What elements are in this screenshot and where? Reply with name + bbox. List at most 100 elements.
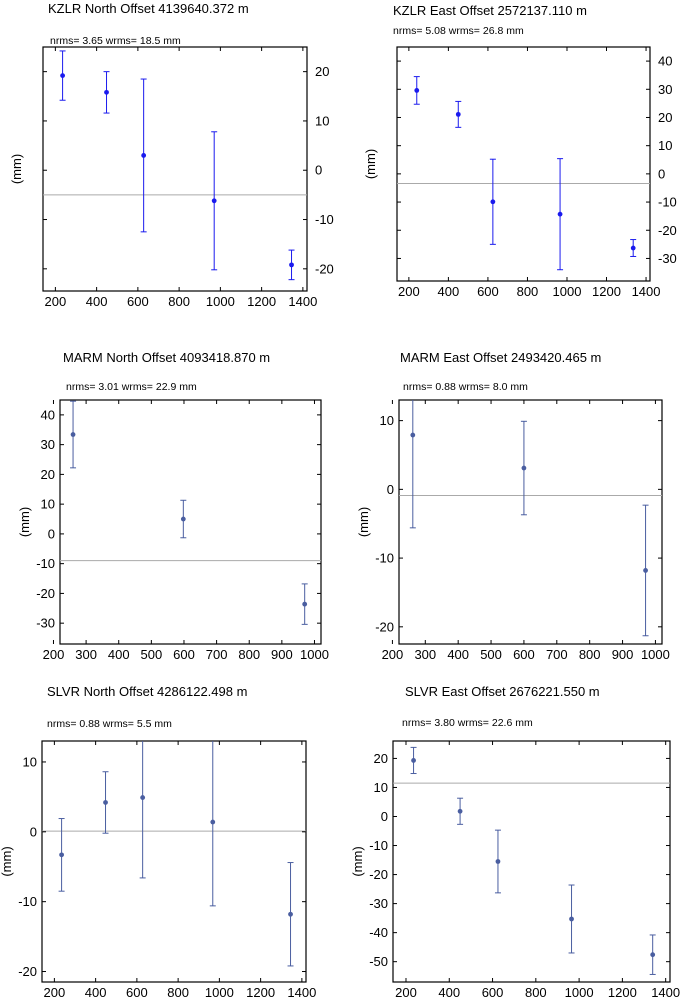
y-tick-label: -30: [658, 251, 677, 266]
x-tick-label: 900: [612, 647, 634, 662]
data-point: [103, 800, 108, 805]
x-tick-label: 600: [127, 294, 149, 309]
y-axis-label: (mm): [0, 846, 14, 876]
plot-frame: [396, 46, 651, 282]
x-tick-label: 400: [86, 294, 108, 309]
data-point-group: [180, 499, 187, 539]
y-tick-label: -20: [658, 223, 677, 238]
x-tick-label: 200: [44, 985, 66, 1000]
y-tick-label: 10: [23, 754, 37, 769]
x-tick-label: 600: [482, 985, 504, 1000]
data-point-group: [288, 249, 295, 281]
data-point-group: [102, 771, 109, 834]
data-point-group: [301, 583, 308, 625]
data-point-group: [630, 239, 637, 257]
x-tick-label: 200: [43, 647, 65, 662]
y-tick-label: 20: [374, 751, 388, 766]
y-tick-label: 0: [315, 163, 322, 178]
x-tick-label: 800: [167, 985, 189, 1000]
y-tick-label: -50: [369, 954, 388, 969]
x-tick-label: 1000: [641, 647, 670, 662]
y-tick-label: 10: [41, 497, 55, 512]
chart-title: KZLR East Offset 2572137.110 m: [393, 3, 587, 18]
x-tick-label: 800: [238, 647, 260, 662]
data-point: [211, 198, 217, 204]
plot-frame: [392, 740, 671, 983]
x-tick-label: 1200: [592, 284, 621, 299]
x-tick-label: 600: [173, 647, 195, 662]
data-point: [495, 859, 501, 864]
data-point: [180, 516, 186, 522]
data-point: [411, 758, 416, 763]
data-point: [650, 952, 656, 958]
y-tick-label: 0: [381, 809, 388, 824]
y-tick-label: 0: [48, 526, 55, 541]
x-tick-label: 500: [140, 647, 162, 662]
data-point: [288, 911, 293, 917]
y-tick-label: -20: [18, 964, 37, 979]
x-tick-label: 1000: [553, 284, 582, 299]
chart-stats: nrms= 0.88 wrms= 5.5 mm: [47, 718, 172, 730]
y-tick-label: 40: [658, 54, 672, 69]
data-point: [521, 465, 527, 471]
chart-panel-5: SLVR North Offset 4286122.498 m nrms= 0.8…: [0, 684, 316, 1000]
y-tick-label: 30: [658, 82, 672, 97]
chart-panel-4: MARM East Offset 2493420.465 m nrms= 0.88…: [356, 350, 670, 662]
data-point-group: [409, 400, 416, 529]
x-tick-label: 1200: [608, 985, 637, 1000]
x-tick-label: 400: [447, 647, 469, 662]
data-point-group: [489, 158, 496, 245]
y-tick-label: -20: [36, 586, 55, 601]
data-point: [140, 795, 146, 800]
x-tick-label: 600: [126, 985, 148, 1000]
y-tick-label: -10: [369, 838, 388, 853]
x-tick-label: 400: [438, 284, 460, 299]
y-tick-label: 0: [658, 166, 665, 181]
plot-frame: [59, 399, 322, 645]
plot-frame: [398, 399, 663, 645]
chart-stats: nrms= 5.08 wrms= 26.8 mm: [393, 25, 524, 37]
x-tick-label: 1000: [300, 647, 329, 662]
x-tick-label: 800: [168, 294, 190, 309]
data-point-group: [70, 400, 77, 469]
data-point: [557, 211, 563, 217]
chart-stats: nrms= 3.65 wrms= 18.5 mm: [50, 35, 181, 47]
y-tick-label: 10: [315, 113, 329, 128]
y-tick-label: 10: [374, 780, 388, 795]
chart-title: MARM North Offset 4093418.870 m: [63, 350, 270, 365]
y-tick-label: 0: [387, 482, 394, 497]
y-tick-label: -10: [375, 551, 394, 566]
chart-stats: nrms= 3.80 wrms= 22.6 mm: [402, 717, 533, 729]
x-tick-label: 200: [395, 985, 417, 1000]
x-tick-label: 400: [108, 647, 130, 662]
chart-title: KZLR North Offset 4139640.372 m: [48, 1, 249, 16]
data-point-group: [557, 158, 564, 271]
data-point-group: [568, 884, 575, 954]
x-tick-label: 700: [546, 647, 568, 662]
data-point-group: [520, 420, 527, 516]
x-tick-label: 200: [398, 284, 420, 299]
x-tick-label: 600: [513, 647, 535, 662]
y-tick-label: -20: [375, 619, 394, 634]
y-tick-label: -20: [369, 867, 388, 882]
data-point-group: [209, 741, 216, 907]
x-tick-label: 800: [525, 985, 547, 1000]
data-point: [210, 819, 216, 825]
y-tick-label: 30: [41, 437, 55, 452]
data-point: [455, 111, 461, 117]
data-point-group: [139, 741, 146, 879]
chart-panel-3: MARM North Offset 4093418.870 m nrms= 3.0…: [17, 350, 329, 662]
y-tick-label: -40: [369, 925, 388, 940]
y-tick-label: -30: [369, 896, 388, 911]
x-tick-label: 300: [414, 647, 436, 662]
x-tick-label: 500: [480, 647, 502, 662]
chart-panel-1: KZLR North Offset 4139640.372 m nrms= 3.6…: [9, 1, 334, 309]
y-tick-label: 20: [658, 110, 672, 125]
data-point-group: [410, 746, 417, 775]
data-point: [141, 153, 147, 158]
plot-frame: [42, 46, 308, 292]
data-point: [59, 852, 64, 858]
chart-stats: nrms= 3.01 wrms= 22.9 mm: [66, 381, 197, 393]
x-tick-label: 600: [477, 284, 499, 299]
